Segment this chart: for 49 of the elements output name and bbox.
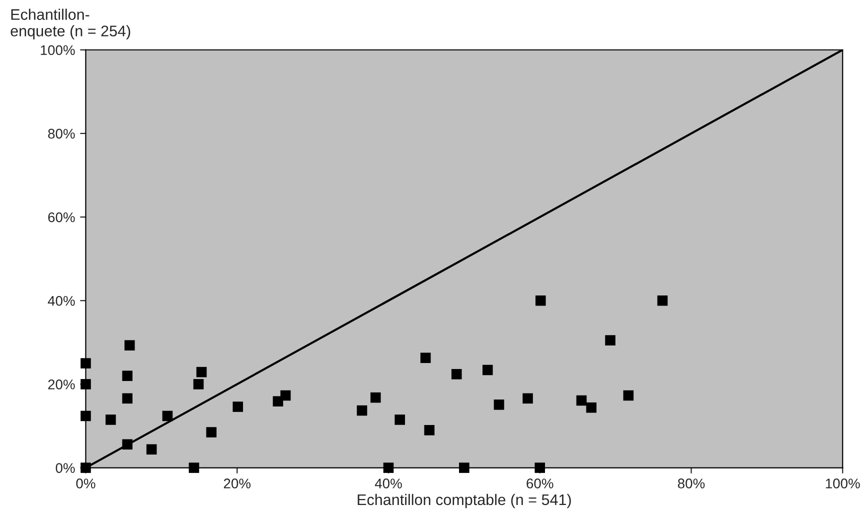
- point: [122, 393, 133, 404]
- point: [576, 395, 587, 406]
- x-tick-label: 0%: [76, 478, 96, 488]
- point: [451, 369, 462, 380]
- point: [522, 393, 533, 404]
- point: [206, 427, 217, 438]
- point: [623, 390, 634, 401]
- y-tick-label: 0%: [56, 463, 75, 473]
- y-axis-title: Echantillon- enquete (n = 254): [10, 8, 130, 40]
- point: [494, 400, 504, 410]
- point: [534, 462, 546, 473]
- point: [80, 462, 91, 473]
- y-tick-label: 60%: [48, 212, 75, 222]
- x-tick-label: 60%: [526, 478, 554, 488]
- point: [383, 462, 394, 473]
- point: [80, 410, 91, 422]
- point: [106, 414, 116, 425]
- y-tick-label: 80%: [48, 128, 75, 139]
- point: [370, 392, 381, 403]
- point: [162, 410, 173, 422]
- x-axis-title: Echantillon comptable (n = 541): [358, 494, 571, 508]
- point: [188, 462, 200, 473]
- y-tick-label: 40%: [48, 296, 75, 306]
- point: [80, 379, 91, 390]
- point: [605, 335, 616, 346]
- x-tick-label: 80%: [678, 478, 705, 488]
- point: [196, 366, 207, 378]
- point: [459, 462, 470, 473]
- x-tick-label: 40%: [374, 478, 402, 488]
- point: [657, 295, 668, 306]
- x-tick-label: 20%: [224, 478, 251, 488]
- point: [424, 425, 435, 436]
- point: [80, 358, 91, 368]
- y-tick-label: 20%: [48, 380, 75, 390]
- point: [482, 364, 493, 376]
- point: [146, 444, 157, 455]
- y-tick-label: 100%: [40, 45, 75, 56]
- x-tick-label: 100%: [826, 478, 860, 488]
- point: [124, 340, 135, 350]
- point: [232, 402, 244, 412]
- point: [122, 370, 133, 381]
- point: [356, 405, 368, 416]
- point: [394, 414, 405, 425]
- point: [420, 352, 431, 364]
- point: [535, 295, 546, 306]
- point: [193, 379, 204, 390]
- point: [280, 390, 291, 401]
- point: [122, 439, 133, 450]
- point: [586, 402, 596, 413]
